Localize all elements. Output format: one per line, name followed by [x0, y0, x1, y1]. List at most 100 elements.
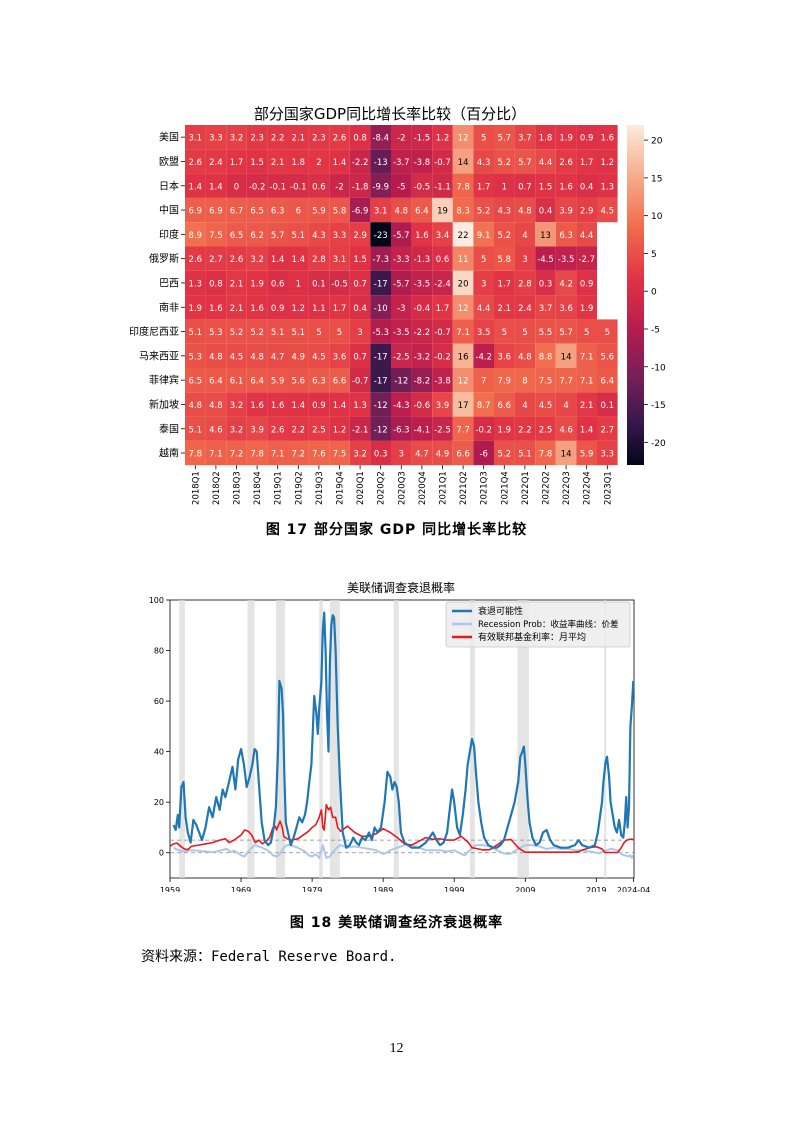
- legend-label-fed-funds: 有效联邦基金利率：月平均: [478, 631, 586, 643]
- heatmap-cell-label: 4.5: [312, 352, 326, 362]
- heatmap-cell: [535, 416, 556, 441]
- heatmap-cell-label: 4.9: [292, 352, 306, 362]
- legend-box: [445, 601, 631, 648]
- heatmap-cell-label: -4.3: [393, 401, 410, 411]
- heatmap-cell: [349, 125, 371, 150]
- heatmap-cell-label: 5: [605, 328, 610, 338]
- heatmap-cell: [185, 416, 206, 441]
- heatmap-cell-label: 6.3: [312, 377, 326, 387]
- heatmap-cell-label: 3.1: [374, 207, 388, 217]
- heatmap-column-label: 2019Q4: [336, 471, 346, 505]
- heatmap-cell-label: 2.2: [271, 134, 285, 144]
- colorbar-tick-label: -20: [651, 439, 666, 449]
- heatmap-cell: [246, 270, 268, 296]
- heatmap-cell-label: -2.2: [352, 158, 369, 168]
- heatmap-cell-label: 2.6: [189, 158, 203, 168]
- heatmap-cell: [514, 125, 536, 150]
- heatmap-column-label: 2020Q4: [418, 471, 428, 505]
- heatmap-cell: [514, 368, 536, 393]
- heatmap-cell: [494, 173, 515, 198]
- heatmap-cell-label: 2.4: [518, 304, 532, 314]
- heatmap-cell-label: 3.7: [539, 304, 553, 314]
- heatmap-cell: [411, 392, 433, 417]
- heatmap-cell: [494, 197, 515, 223]
- heatmap-cell: [329, 343, 350, 368]
- heatmap-cell: [205, 416, 227, 441]
- heatmap-cell: [370, 319, 391, 344]
- heatmap-cell: [452, 319, 474, 344]
- heatmap-row-label: 越南: [159, 447, 179, 460]
- heatmap-cell-label: -0.7: [352, 377, 369, 387]
- heatmap-cell: [432, 295, 453, 320]
- heatmap-cell: [432, 197, 453, 223]
- heatmap-cell-label: -2.7: [578, 255, 595, 265]
- heatmap-cell: [514, 416, 536, 441]
- heatmap-cell: [308, 125, 330, 150]
- heatmap-cell: [226, 440, 247, 466]
- heatmap-column-label: 2022Q3: [562, 471, 572, 505]
- heatmap-cell: [391, 173, 412, 198]
- heatmap-cell: [288, 295, 309, 320]
- heatmap-cell: [288, 270, 309, 296]
- heatmap-cell: [329, 368, 350, 393]
- heatmap-cell: [494, 149, 515, 174]
- heatmap-cell: [329, 125, 350, 150]
- heatmap-cell-label: -3: [397, 304, 405, 314]
- heatmap-cell-label: 2.3: [250, 134, 264, 144]
- heatmap-cell-label: 7.8: [189, 450, 203, 460]
- heatmap-cell: [329, 173, 350, 198]
- heatmap-cell: [349, 197, 371, 223]
- heatmap-column-label: 2021Q2: [459, 471, 469, 505]
- heatmap-cell-label: 4.8: [189, 401, 203, 411]
- heatmap-cell: [576, 149, 597, 174]
- heatmap-cell-label: 2.6: [333, 134, 347, 144]
- heatmap-cell: [535, 368, 556, 393]
- heatmap-cell: [535, 343, 556, 368]
- heatmap-cell: [452, 246, 474, 271]
- heatmap-cell-label: 2.6: [189, 255, 203, 265]
- heatmap-cell: [205, 270, 227, 296]
- heatmap-cell: [514, 222, 536, 247]
- heatmap-cell: [473, 392, 494, 417]
- heatmap-cell: [494, 295, 515, 320]
- heatmap-cell: [473, 173, 494, 198]
- heatmap-cell-label: 5.3: [189, 352, 203, 362]
- heatmap-cell-label: 1.5: [539, 182, 553, 192]
- heatmap-cell-label: 0.7: [353, 279, 367, 289]
- recession-band: [604, 600, 607, 878]
- heatmap-cell: [205, 295, 227, 320]
- heatmap-cell-label: -0.2: [475, 425, 492, 435]
- heatmap-cell: [432, 392, 453, 417]
- series-line: [169, 803, 634, 854]
- heatmap-cell: [205, 343, 227, 368]
- heatmap-cell-label: 3.1: [333, 255, 347, 265]
- x-tick-label: 2024-04: [617, 886, 650, 892]
- colorbar-tick-label: 15: [651, 174, 662, 184]
- heatmap-cell: [267, 270, 288, 296]
- heatmap-cell: [555, 368, 577, 393]
- y-tick-label: 40: [154, 748, 164, 757]
- heatmap-cell-label: 0.1: [601, 401, 615, 411]
- heatmap-cell-label: -4.1: [414, 425, 431, 435]
- heatmap-cell-label: 7: [481, 377, 486, 387]
- heatmap-cell-label: 4.7: [271, 352, 285, 362]
- heatmap-cell: [473, 246, 494, 271]
- heatmap-cell-label: 1.9: [580, 304, 594, 314]
- heatmap-cells: 3.1 3.3 3.2 2.3 2.2 2.1 2.3 2.6 0.8 -8.4 -2 -1.5 1.2…: [185, 125, 618, 466]
- heatmap-cell-label: 1.9: [498, 425, 512, 435]
- heatmap-cell-label: 12: [458, 134, 469, 144]
- heatmap-cell-label: 2.1: [292, 134, 306, 144]
- heatmap-cell-label: 1.2: [436, 134, 450, 144]
- heatmap-cell: [185, 246, 206, 271]
- y-tick-label: 0: [159, 849, 164, 858]
- legend: 衰退可能性 Recession Prob：收益率曲线：价差 有效联邦基金利率：月…: [445, 601, 631, 648]
- heatmap-cell-label: 6.6: [498, 401, 512, 411]
- heatmap-cell-label: -4.2: [475, 352, 492, 362]
- heatmap-cell-label: 2.3: [312, 134, 326, 144]
- heatmap-cell-label: -6.9: [352, 207, 369, 217]
- heatmap-column-label: 2019Q1: [274, 471, 284, 505]
- heatmap-cell-label: 11: [458, 255, 469, 265]
- heatmap-cell-label: 1.4: [189, 182, 203, 192]
- heatmap-cell-label: 6.3: [271, 207, 285, 217]
- heatmap-cell-label: -1.8: [352, 182, 369, 192]
